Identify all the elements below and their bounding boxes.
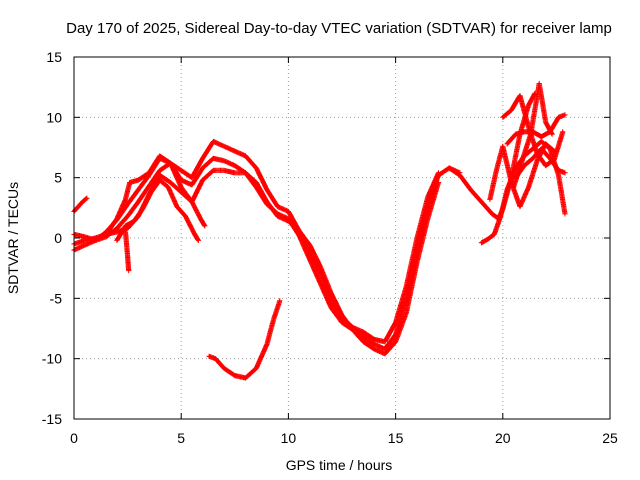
series-sat-4 — [103, 153, 208, 237]
x-axis-label: GPS time / hours — [286, 457, 393, 473]
y-tick-label: -10 — [42, 351, 62, 367]
y-axis-label: SDTVAR / TECUs — [5, 182, 21, 294]
data-point-markers — [103, 153, 208, 237]
data-point-markers — [206, 298, 283, 381]
series-sat-5 — [114, 177, 201, 243]
data-point-markers — [114, 177, 201, 243]
x-tick-label: 0 — [70, 430, 78, 446]
y-tick-label: -5 — [50, 290, 63, 306]
y-tick-label: -15 — [42, 411, 62, 427]
y-tick-label: 5 — [54, 170, 62, 186]
series-sat-13 — [504, 112, 568, 147]
y-tick-label: 10 — [46, 109, 62, 125]
data-point-markers — [122, 229, 132, 274]
chart-title: Day 170 of 2025, Sidereal Day-to-day VTE… — [66, 20, 612, 37]
series-sat-6 — [122, 229, 132, 274]
y-tick-label: 0 — [54, 230, 62, 246]
x-tick-label: 10 — [281, 430, 297, 446]
series-sat-8 — [206, 298, 283, 381]
x-tick-label: 5 — [177, 430, 185, 446]
y-tick-label: 15 — [46, 49, 62, 65]
x-tick-label: 25 — [602, 430, 618, 446]
data-point-markers — [487, 141, 557, 210]
x-tick-label: 20 — [495, 430, 511, 446]
series-sat-15 — [487, 141, 557, 210]
x-tick-label: 15 — [388, 430, 404, 446]
data-point-markers — [504, 112, 568, 147]
ticks: 0 5 10 15 20 25 -15 -10 -5 0 5 10 15 — [42, 49, 618, 446]
